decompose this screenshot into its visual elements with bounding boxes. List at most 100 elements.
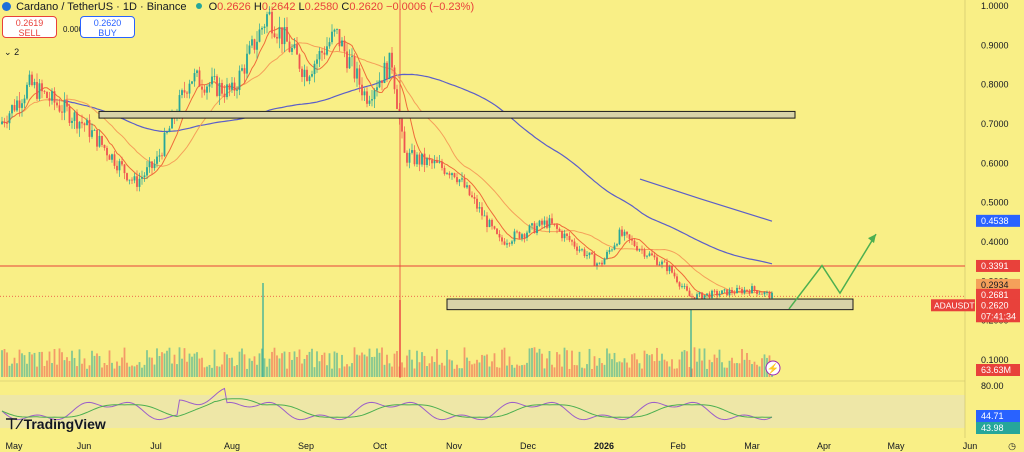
candle-body [203, 89, 206, 93]
x-tick-label: Feb [670, 441, 686, 451]
symbol-title[interactable]: Cardano / TetherUS · 1D · Binance [16, 1, 187, 13]
ma-fast-line [1, 26, 772, 297]
candle-body [596, 263, 598, 266]
volume-bar [486, 354, 488, 377]
volume-bar [376, 348, 378, 377]
sell-label: SELL [18, 28, 41, 38]
spread-value: 0.0001 [63, 25, 88, 34]
candle-body [671, 266, 673, 273]
candle-body [383, 62, 386, 84]
ohlc-open: 0.2626 [217, 1, 251, 13]
candle-body [558, 228, 561, 232]
candle-body [476, 198, 478, 209]
volume-bar [396, 351, 398, 377]
candle-body [361, 84, 363, 96]
candle-body [431, 160, 433, 164]
volume-bar [58, 348, 61, 377]
candle-body [381, 80, 383, 84]
candle-body [388, 52, 391, 80]
candle-body [131, 179, 133, 181]
volume-bar [211, 367, 213, 377]
volume-bar [73, 357, 76, 377]
candle-body [653, 255, 656, 258]
candle-body [458, 179, 461, 183]
candle-body [108, 155, 111, 160]
candle-body [471, 195, 473, 197]
price-label: 43.98 [981, 423, 1004, 433]
projection-arrow [788, 233, 877, 310]
candle-body [371, 99, 373, 101]
volume-bar [383, 364, 386, 377]
candle-body [533, 223, 536, 234]
candle-body [563, 233, 566, 239]
volume-bar [528, 348, 531, 377]
volume-bar [143, 364, 146, 377]
candle-body [451, 173, 453, 176]
volume-bar [638, 363, 641, 377]
volume-bar [321, 354, 323, 377]
volume-bar [723, 367, 726, 377]
candle-body [638, 249, 641, 251]
volume-bar [688, 367, 691, 377]
candle-body [463, 178, 466, 188]
candle-body [481, 207, 483, 216]
candle-body [436, 160, 438, 163]
candle-body [393, 67, 396, 90]
volume-bar [156, 348, 158, 377]
volume-bar [223, 352, 226, 377]
candle-body [461, 178, 463, 180]
candle-body [728, 290, 731, 296]
y-tick-label: 1.0000 [981, 1, 1009, 11]
candle-body [366, 91, 368, 104]
volume-bar [721, 362, 723, 377]
buy-button[interactable]: 0.2620 BUY [80, 16, 135, 38]
candle-body [273, 33, 276, 37]
candle-body [133, 176, 136, 181]
volume-bar [218, 366, 221, 377]
volume-bar [628, 367, 631, 377]
candle-body [306, 69, 308, 81]
tradingview-logo[interactable]: ⊤⁄ TradingView [5, 415, 106, 433]
volume-bar [61, 352, 63, 377]
volume-bar [228, 358, 231, 377]
candle-body [703, 295, 706, 299]
candle-body [738, 287, 741, 289]
candle-body [731, 290, 733, 293]
sell-button[interactable]: 0.2619 SELL [2, 16, 57, 38]
candle-body [146, 167, 148, 176]
volume-bar [46, 360, 48, 377]
volume-bar [446, 349, 448, 377]
lightning-icon-glyph: ⚡ [767, 362, 779, 375]
candle-body [688, 290, 691, 297]
volume-bar [456, 364, 458, 377]
volume-bar [646, 353, 648, 377]
candle-body [483, 215, 486, 217]
candle-body [81, 121, 83, 124]
volume-bar [296, 356, 298, 377]
candle-body [86, 119, 88, 126]
candle-body [411, 150, 413, 153]
volume-bar [626, 362, 628, 377]
candle-body [251, 39, 253, 46]
volume-bar [18, 349, 21, 377]
volume-bar [111, 362, 113, 377]
volume-bar [11, 363, 13, 377]
candle-body [171, 113, 173, 129]
volume-bar [551, 364, 553, 377]
volume-bar [23, 355, 26, 377]
volume-bar [541, 353, 543, 377]
candle-body [83, 123, 86, 126]
candle-body [571, 240, 573, 242]
volume-bar [318, 361, 321, 377]
volume-bar [38, 351, 41, 377]
candle-body [261, 27, 263, 30]
candle-body [438, 161, 441, 163]
volume-bar [473, 363, 476, 377]
volume-bar [333, 351, 336, 377]
volume-bar [538, 348, 541, 377]
volume-bar [66, 357, 68, 377]
volume-bar [606, 348, 608, 377]
x-tick-label: May [887, 441, 905, 451]
indicator-toggle[interactable]: ⌄ 2 [4, 47, 19, 58]
